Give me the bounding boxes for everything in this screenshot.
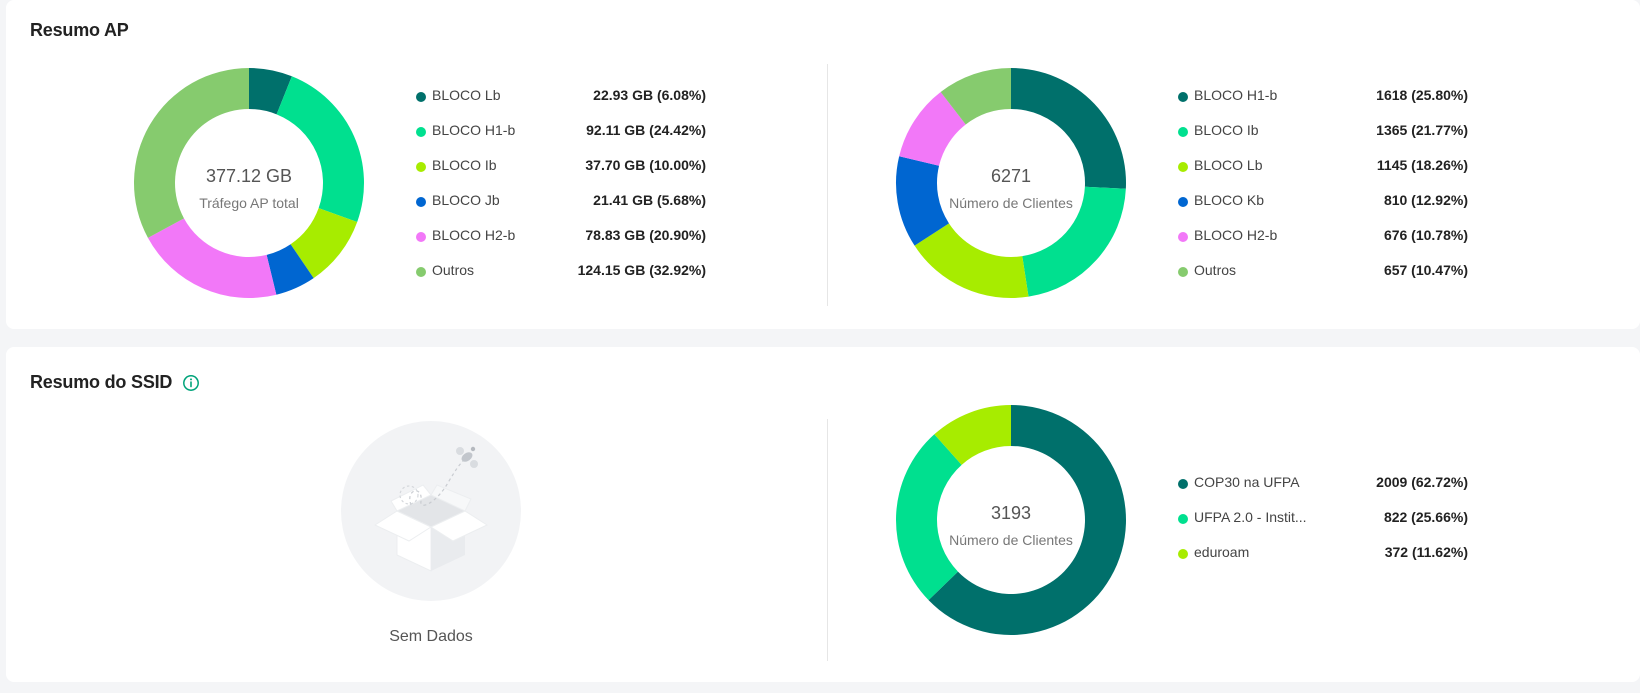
legend-dot (1178, 549, 1188, 559)
legend-item-bloco-lb[interactable]: BLOCO Lb 1145 (18.26%) (1178, 157, 1468, 192)
traffic-total-value: 377.12 GB (205, 166, 293, 186)
slice-bloco-h2-b[interactable] (147, 218, 277, 298)
ssid-divider (827, 419, 828, 661)
slice-bloco-jb[interactable] (266, 244, 314, 295)
legend-label: COP30 na UFPA (1194, 474, 1300, 490)
legend-dot (416, 197, 426, 207)
ap-divider (827, 64, 828, 306)
legend-label: BLOCO Ib (432, 157, 497, 173)
legend-item-bloco-h2-b[interactable]: BLOCO H2-b 78.83 GB (20.90%) (416, 227, 706, 262)
slice-bloco-lb[interactable] (914, 223, 1029, 298)
legend-item-bloco-h1-b[interactable]: BLOCO H1-b 1618 (25.80%) (1178, 87, 1468, 122)
legend-label: BLOCO H2-b (432, 227, 516, 243)
legend-dot (1178, 514, 1188, 524)
legend-value: 22.93 GB (6.08%) (593, 87, 706, 103)
legend-label: BLOCO H2-b (1194, 227, 1278, 243)
legend-dot (1178, 197, 1188, 207)
legend-item-bloco-kb[interactable]: BLOCO Kb 810 (12.92%) (1178, 192, 1468, 227)
ssid-clients-total-value: 3193 (990, 503, 1032, 523)
clients-donut-chart: 6271 Número de Clientes (890, 62, 1132, 304)
legend-value: 810 (12.92%) (1383, 192, 1468, 208)
legend-label: Outros (1194, 262, 1237, 278)
ssid-clients-total-label: Número de Clientes (949, 532, 1073, 548)
slice-cop30-na-ufpa[interactable] (928, 405, 1126, 635)
legend-item-ufpa-2-0-instit[interactable]: UFPA 2.0 - Instit... 822 (25.66%) (1178, 509, 1468, 544)
legend-value: 78.83 GB (20.90%) (585, 227, 706, 243)
legend-value: 21.41 GB (5.68%) (593, 192, 706, 208)
legend-dot (1178, 127, 1188, 137)
clients-total-value: 6271 (990, 166, 1032, 186)
slice-bloco-lb[interactable] (249, 68, 292, 115)
legend-item-bloco-ib[interactable]: BLOCO Ib 37.70 GB (10.00%) (416, 157, 706, 192)
legend-value: 1618 (25.80%) (1376, 87, 1468, 103)
legend-label: BLOCO Jb (432, 192, 500, 208)
legend-label: BLOCO Kb (1194, 192, 1265, 208)
legend-label: Outros (432, 262, 475, 278)
legend-value: 2009 (62.72%) (1376, 474, 1468, 490)
legend-label: BLOCO Lb (1194, 157, 1263, 173)
legend-value: 822 (25.66%) (1383, 509, 1468, 525)
legend-label: BLOCO Ib (1194, 122, 1259, 138)
slice-bloco-h2-b[interactable] (899, 92, 966, 166)
legend-item-bloco-lb[interactable]: BLOCO Lb 22.93 GB (6.08%) (416, 87, 706, 122)
slice-bloco-h1-b[interactable] (276, 76, 364, 222)
clients-legend: BLOCO H1-b 1618 (25.80%) BLOCO Ib 1365 (21.… (1178, 87, 1468, 297)
legend-dot (1178, 267, 1188, 277)
legend-value: 1365 (21.77%) (1376, 122, 1468, 138)
legend-value: 657 (10.47%) (1383, 262, 1468, 278)
legend-dot (416, 92, 426, 102)
legend-item-bloco-h2-b[interactable]: BLOCO H2-b 676 (10.78%) (1178, 227, 1468, 262)
legend-item-eduroam[interactable]: eduroam 372 (11.62%) (1178, 544, 1468, 579)
empty-box-icon (339, 419, 523, 603)
legend-dot (1178, 162, 1188, 172)
legend-dot (416, 127, 426, 137)
slice-ufpa-2-0-instit[interactable] (896, 434, 962, 601)
legend-value: 372 (11.62%) (1384, 544, 1468, 560)
legend-label: UFPA 2.0 - Instit... (1194, 509, 1307, 525)
legend-label: BLOCO H1-b (432, 122, 516, 138)
ssid-summary-title: Resumo do SSID (30, 372, 173, 392)
ssid-summary-card: Resumo do SSID (6, 347, 1640, 682)
ap-summary-title: Resumo AP (30, 20, 129, 40)
legend-item-cop30-na-ufpa[interactable]: COP30 na UFPA 2009 (62.72%) (1178, 474, 1468, 509)
legend-value: 676 (10.78%) (1383, 227, 1468, 243)
legend-value: 124.15 GB (32.92%) (577, 262, 706, 278)
slice-outros[interactable] (940, 68, 1011, 125)
no-data-label: Sem Dados (389, 628, 473, 645)
slice-bloco-ib[interactable] (290, 208, 358, 279)
ssid-clients-legend: COP30 na UFPA 2009 (62.72%) UFPA 2.0 - Ins… (1178, 474, 1468, 579)
legend-dot (1178, 92, 1188, 102)
legend-item-bloco-jb[interactable]: BLOCO Jb 21.41 GB (5.68%) (416, 192, 706, 227)
legend-value: 1145 (18.26%) (1376, 157, 1468, 173)
legend-item-bloco-ib[interactable]: BLOCO Ib 1365 (21.77%) (1178, 122, 1468, 157)
slice-bloco-kb[interactable] (896, 156, 949, 246)
legend-label: eduroam (1194, 544, 1250, 560)
legend-item-outros[interactable]: Outros 657 (10.47%) (1178, 262, 1468, 297)
traffic-total-label: Tráfego AP total (199, 195, 299, 211)
legend-dot (416, 232, 426, 242)
traffic-donut-chart: 377.12 GB Tráfego AP total (128, 62, 370, 304)
info-circle-icon[interactable] (182, 374, 200, 392)
slice-eduroam[interactable] (934, 405, 1011, 465)
legend-dot (416, 267, 426, 277)
slice-bloco-h1-b[interactable] (1011, 68, 1126, 189)
slice-bloco-ib[interactable] (1022, 186, 1126, 297)
ssid-clients-donut-chart: 3193 Número de Clientes (890, 399, 1132, 641)
legend-label: BLOCO Lb (432, 87, 501, 103)
clients-total-label: Número de Clientes (949, 195, 1073, 211)
legend-value: 37.70 GB (10.00%) (585, 157, 706, 173)
legend-label: BLOCO H1-b (1194, 87, 1278, 103)
legend-item-bloco-h1-b[interactable]: BLOCO H1-b 92.11 GB (24.42%) (416, 122, 706, 157)
legend-dot (416, 162, 426, 172)
legend-item-outros[interactable]: Outros 124.15 GB (32.92%) (416, 262, 706, 297)
legend-dot (1178, 479, 1188, 489)
legend-dot (1178, 232, 1188, 242)
traffic-legend: BLOCO Lb 22.93 GB (6.08%) BLOCO H1-b 92.11 … (416, 87, 706, 297)
ap-summary-card: Resumo AP 377.12 GB Tráfego AP total BLO… (6, 0, 1640, 329)
slice-outros[interactable] (134, 68, 249, 238)
legend-value: 92.11 GB (24.42%) (586, 122, 706, 138)
